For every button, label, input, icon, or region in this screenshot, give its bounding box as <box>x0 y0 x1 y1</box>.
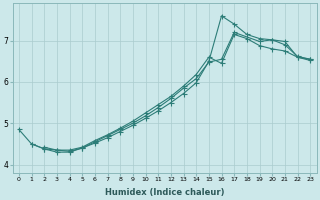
X-axis label: Humidex (Indice chaleur): Humidex (Indice chaleur) <box>105 188 224 197</box>
